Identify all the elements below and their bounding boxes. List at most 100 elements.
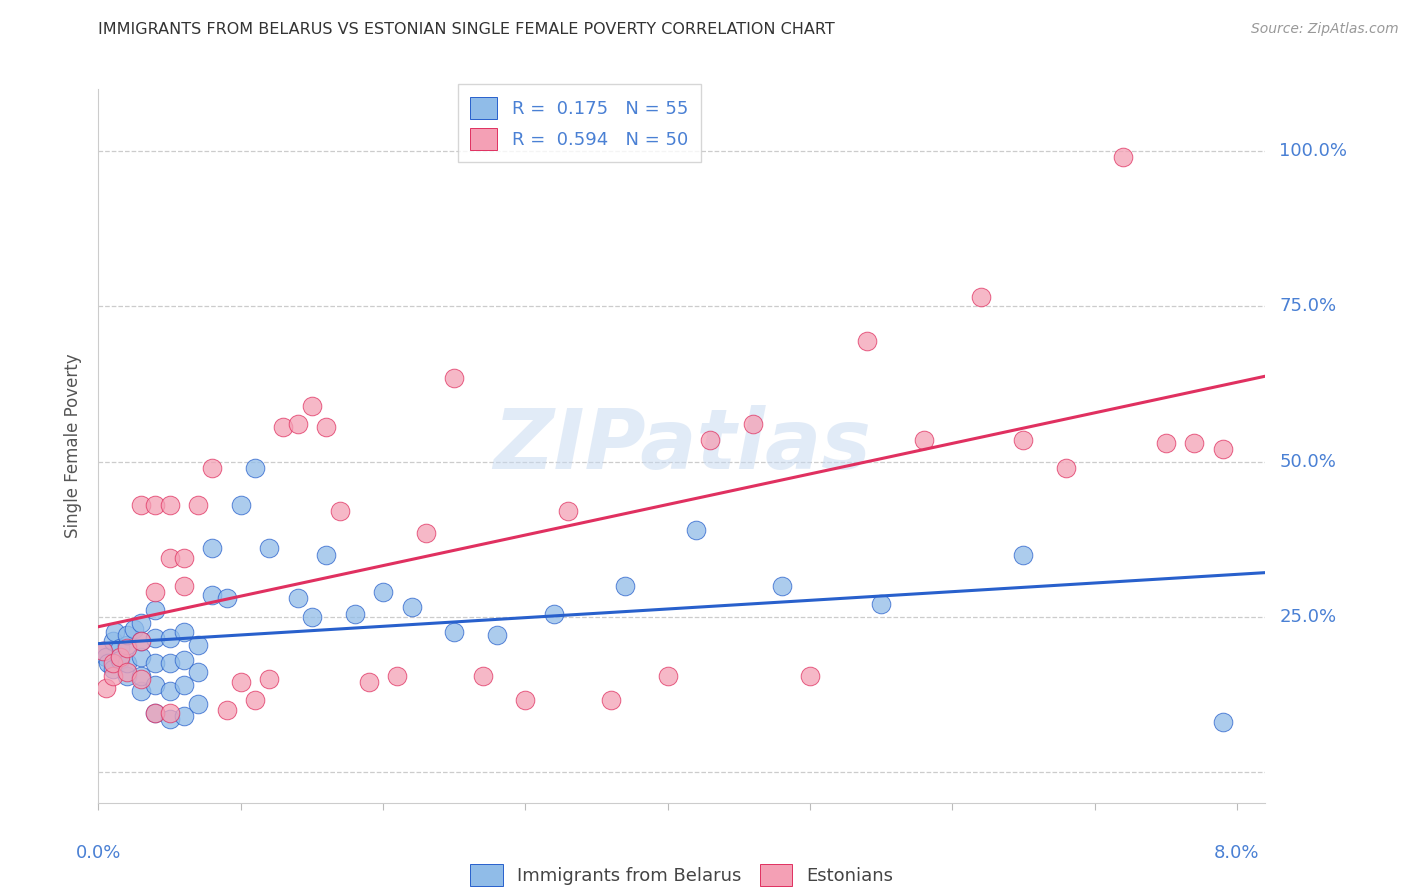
Point	[443, 370, 465, 384]
Point	[870, 597, 893, 611]
Text: 100.0%: 100.0%	[1279, 142, 1347, 161]
Point	[115, 665, 138, 680]
Point	[159, 706, 181, 720]
Point	[1012, 548, 1035, 562]
Point	[201, 460, 224, 475]
Point	[187, 697, 209, 711]
Point	[173, 678, 195, 692]
Point	[159, 498, 181, 512]
Point	[173, 579, 195, 593]
Point	[1154, 436, 1177, 450]
Legend: Immigrants from Belarus, Estonians: Immigrants from Belarus, Estonians	[463, 857, 901, 892]
Point	[243, 460, 266, 475]
Point	[1012, 433, 1035, 447]
Point	[315, 420, 337, 434]
Point	[108, 650, 131, 665]
Point	[614, 579, 637, 593]
Point	[129, 634, 152, 648]
Point	[515, 693, 537, 707]
Point	[257, 541, 280, 556]
Text: 75.0%: 75.0%	[1279, 297, 1337, 316]
Point	[799, 668, 821, 682]
Point	[129, 672, 152, 686]
Point	[1112, 151, 1135, 165]
Text: 8.0%: 8.0%	[1215, 845, 1260, 863]
Point	[287, 417, 309, 432]
Point	[287, 591, 309, 605]
Point	[115, 638, 138, 652]
Point	[742, 417, 765, 432]
Point	[912, 433, 935, 447]
Point	[1212, 715, 1234, 730]
Point	[201, 588, 224, 602]
Point	[143, 498, 166, 512]
Point	[443, 625, 465, 640]
Point	[315, 548, 337, 562]
Point	[173, 625, 195, 640]
Y-axis label: Single Female Poverty: Single Female Poverty	[65, 354, 83, 538]
Point	[387, 668, 409, 682]
Point	[143, 632, 166, 646]
Point	[173, 653, 195, 667]
Point	[371, 584, 394, 599]
Point	[471, 668, 494, 682]
Point	[129, 634, 152, 648]
Point	[1182, 436, 1205, 450]
Point	[187, 638, 209, 652]
Point	[187, 498, 209, 512]
Point	[159, 550, 181, 565]
Point	[229, 674, 252, 689]
Point	[129, 498, 152, 512]
Point	[129, 684, 152, 698]
Point	[115, 656, 138, 670]
Point	[173, 709, 195, 723]
Point	[101, 634, 124, 648]
Point	[1054, 460, 1077, 475]
Point	[415, 525, 437, 540]
Point	[159, 712, 181, 726]
Point	[401, 600, 423, 615]
Point	[173, 550, 195, 565]
Point	[143, 706, 166, 720]
Point	[215, 703, 238, 717]
Point	[273, 420, 295, 434]
Point	[856, 334, 879, 348]
Point	[159, 632, 181, 646]
Point	[357, 674, 380, 689]
Point	[599, 693, 621, 707]
Point	[122, 622, 145, 636]
Point	[301, 399, 323, 413]
Point	[159, 656, 181, 670]
Point	[143, 584, 166, 599]
Text: Source: ZipAtlas.com: Source: ZipAtlas.com	[1251, 22, 1399, 37]
Point	[143, 603, 166, 617]
Point	[329, 504, 352, 518]
Point	[115, 668, 138, 682]
Point	[129, 650, 152, 665]
Point	[187, 665, 209, 680]
Text: 50.0%: 50.0%	[1279, 452, 1336, 470]
Point	[108, 640, 131, 655]
Text: ZIPatlas: ZIPatlas	[494, 406, 870, 486]
Point	[108, 653, 131, 667]
Point	[143, 678, 166, 692]
Point	[970, 290, 993, 304]
Point	[104, 625, 127, 640]
Point	[685, 523, 707, 537]
Point	[101, 662, 124, 676]
Point	[97, 656, 120, 670]
Text: 25.0%: 25.0%	[1279, 607, 1337, 625]
Point	[94, 650, 117, 665]
Point	[243, 693, 266, 707]
Point	[557, 504, 579, 518]
Text: 0.0%: 0.0%	[76, 845, 121, 863]
Point	[485, 628, 508, 642]
Point	[101, 668, 124, 682]
Point	[699, 433, 721, 447]
Point	[129, 668, 152, 682]
Point	[229, 498, 252, 512]
Point	[1212, 442, 1234, 456]
Point	[770, 579, 793, 593]
Point	[143, 706, 166, 720]
Point	[657, 668, 679, 682]
